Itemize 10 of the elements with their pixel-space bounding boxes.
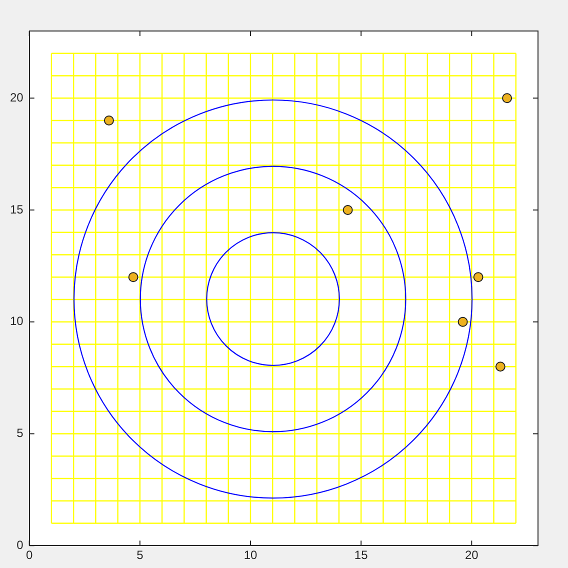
y-tick-label: 15 xyxy=(10,202,24,216)
x-tick-label: 0 xyxy=(26,548,34,562)
x-tick-label: 20 xyxy=(464,548,479,562)
y-tick-label: 5 xyxy=(16,426,24,440)
x-tick-label: 10 xyxy=(244,548,258,562)
x-tick-label: 15 xyxy=(354,548,368,562)
x-tick-label: 5 xyxy=(136,548,144,562)
y-tick-label: 0 xyxy=(16,538,24,552)
y-tick-label: 10 xyxy=(10,314,24,328)
y-tick-label: 20 xyxy=(10,90,24,104)
